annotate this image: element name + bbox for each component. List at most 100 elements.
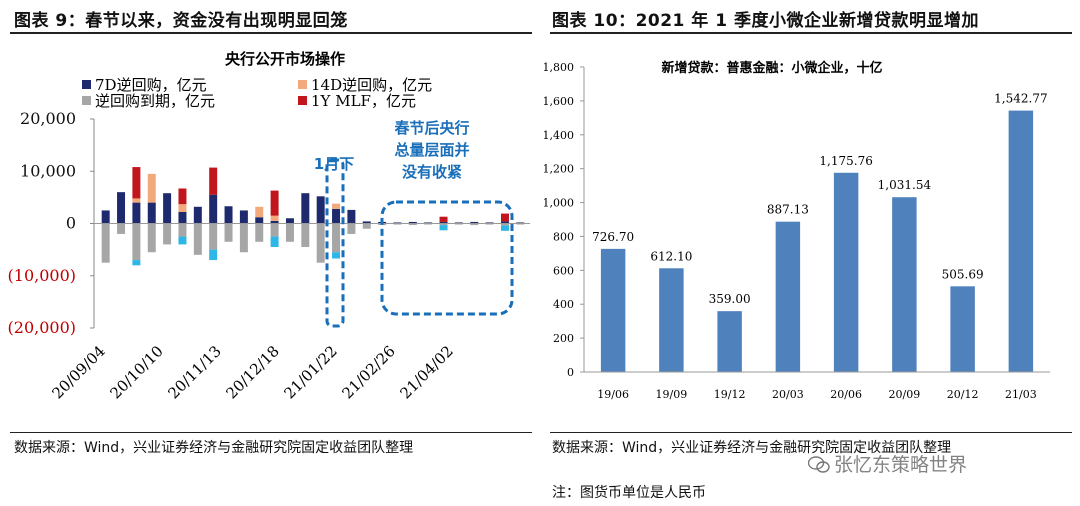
right-y-tick-label: 200 — [553, 332, 574, 345]
right-figure-title: 图表 10：2021 年 1 季度小微企业新增贷款明显增加 — [552, 11, 979, 31]
left-bar-0-24 — [470, 221, 479, 224]
left-x-tick-label: 21/01/22 — [280, 342, 340, 402]
left-bar-2-4 — [163, 223, 172, 245]
left-bar-2-5 — [178, 223, 187, 237]
left-x-tick-label: 20/11/13 — [164, 342, 224, 402]
legend-swatch-2 — [82, 96, 91, 105]
left-bar-2-23 — [454, 223, 463, 225]
left-bar-0-21 — [424, 222, 433, 224]
left-x-tick-label: 20/12/18 — [222, 342, 282, 402]
left-bar-2-26 — [500, 223, 509, 226]
left-bar-1-11 — [270, 215, 279, 221]
right-y-tick-label: 1,400 — [544, 129, 574, 142]
right-chart-bars: 726.70 612.10 359.00 887.13 1,175.76 1,031.54… — [592, 92, 1048, 373]
right-title-rule — [550, 32, 1072, 34]
left-bar-0-11 — [270, 220, 279, 224]
january-callout-box — [325, 158, 345, 328]
right-y-tick-label: 600 — [553, 264, 574, 277]
left-bar-2-9 — [239, 223, 248, 253]
left-bar-2-1 — [117, 223, 126, 234]
right-x-tick-label: 19/12 — [714, 388, 746, 401]
left-bar-3-11 — [270, 190, 279, 216]
left-bar-2-19 — [393, 223, 402, 225]
right-chart-title: 新增贷款：普惠金融：小微企业，十亿 — [661, 60, 882, 76]
right-bar-19/12 — [717, 311, 742, 372]
left-bar-0-14 — [316, 196, 325, 224]
right-y-tick-label: 1,600 — [544, 95, 574, 108]
left-x-tick-label: 20/09/04 — [48, 342, 108, 402]
left-bar-0-19 — [393, 222, 402, 224]
left-x-axis: 20/09/0420/10/1020/11/1320/12/1821/01/22… — [48, 342, 456, 402]
wechat-icon — [808, 456, 830, 473]
left-bar-0-13 — [301, 193, 310, 224]
left-chart-bars — [94, 167, 530, 266]
annotation-late-january: 1月下 — [314, 155, 354, 173]
left-bar-2-27 — [516, 223, 525, 225]
left-bar-4-15 — [332, 252, 341, 259]
left-bar-0-0 — [101, 210, 110, 224]
right-bar-20/09 — [892, 197, 917, 372]
left-bar-1-10 — [255, 206, 264, 218]
left-bar-0-2 — [132, 202, 141, 224]
left-bar-4-7 — [209, 249, 218, 261]
legend-swatch-0 — [82, 80, 91, 89]
left-bar-0-7 — [209, 194, 218, 224]
right-source-note: 数据来源：Wind，兴业证券经济与金融研究院固定收益团队整理 — [552, 440, 952, 456]
left-bar-4-26 — [500, 225, 509, 231]
left-x-tick-label: 21/04/02 — [396, 342, 456, 402]
right-x-tick-label: 20/12 — [947, 388, 979, 401]
left-x-tick-label: 21/02/26 — [338, 342, 398, 402]
left-bar-0-10 — [255, 217, 264, 224]
left-bar-1-15 — [332, 203, 341, 209]
right-bar-value-label: 1,031.54 — [878, 178, 932, 192]
right-y-tick-label: 1,800 — [544, 61, 574, 74]
right-x-axis: 19/06 19/09 19/12 20/03 20/06 20/09 20/12 21/03 — [584, 371, 1050, 401]
left-bar-2-11 — [270, 223, 279, 237]
right-bar-value-label: 505.69 — [942, 267, 984, 281]
right-bar-value-label: 887.13 — [767, 203, 809, 217]
legend-label-0: 7D逆回购，亿元 — [95, 76, 207, 94]
left-bar-0-20 — [408, 221, 417, 224]
left-bar-3-22 — [439, 216, 448, 222]
left-bar-2-8 — [224, 223, 233, 242]
left-bar-2-6 — [193, 223, 202, 255]
right-y-tick-label: 1,000 — [544, 197, 574, 210]
right-bar-value-label: 1,542.77 — [994, 92, 1047, 106]
left-y-tick-label: (10,000) — [8, 266, 76, 285]
legend-label-3: 1Y MLF，亿元 — [311, 92, 416, 110]
right-currency-note: 注：图货币单位是人民币 — [552, 485, 706, 501]
watermark: 张忆东策略世界 — [808, 450, 967, 477]
left-y-tick-label: 20,000 — [20, 109, 76, 128]
left-bar-0-22 — [439, 221, 448, 224]
left-bar-3-2 — [132, 167, 141, 199]
left-bar-2-14 — [316, 223, 325, 263]
left-bar-0-5 — [178, 212, 187, 224]
left-bar-2-13 — [301, 223, 310, 248]
right-footer-rule — [550, 432, 1072, 433]
right-x-tick-label: 21/03 — [1005, 388, 1037, 401]
post-holiday-callout-box — [380, 200, 514, 316]
left-bar-0-8 — [224, 206, 233, 224]
left-y-tick-label: 10,000 — [20, 161, 76, 180]
left-bar-4-5 — [178, 236, 187, 245]
right-x-tick-label: 20/03 — [772, 388, 804, 401]
left-bar-2-3 — [147, 223, 156, 253]
small-business-loans-chart: 新增贷款：普惠金融：小微企业，十亿 1,8001,6001,4001,2001,… — [544, 60, 1050, 401]
left-y-tick-label: 0 — [66, 214, 76, 233]
annotation-post-holiday-line: 春节后央行 — [394, 119, 469, 137]
left-bar-0-16 — [347, 209, 356, 224]
right-y-tick-label: 400 — [553, 298, 574, 311]
left-chart-title: 央行公开市场操作 — [225, 50, 345, 68]
right-x-tick-label: 19/09 — [656, 388, 688, 401]
annotation-post-holiday-line: 总量层面并 — [394, 141, 469, 159]
watermark-text: 张忆东策略世界 — [834, 454, 968, 476]
right-bar-19/06 — [600, 248, 626, 372]
left-bar-1-3 — [147, 173, 156, 203]
left-bar-2-2 — [132, 223, 141, 261]
left-bar-2-22 — [439, 223, 448, 226]
left-x-tick-label: 20/10/10 — [106, 342, 166, 402]
right-bar-19/09 — [659, 268, 684, 372]
left-bar-2-21 — [424, 223, 433, 225]
